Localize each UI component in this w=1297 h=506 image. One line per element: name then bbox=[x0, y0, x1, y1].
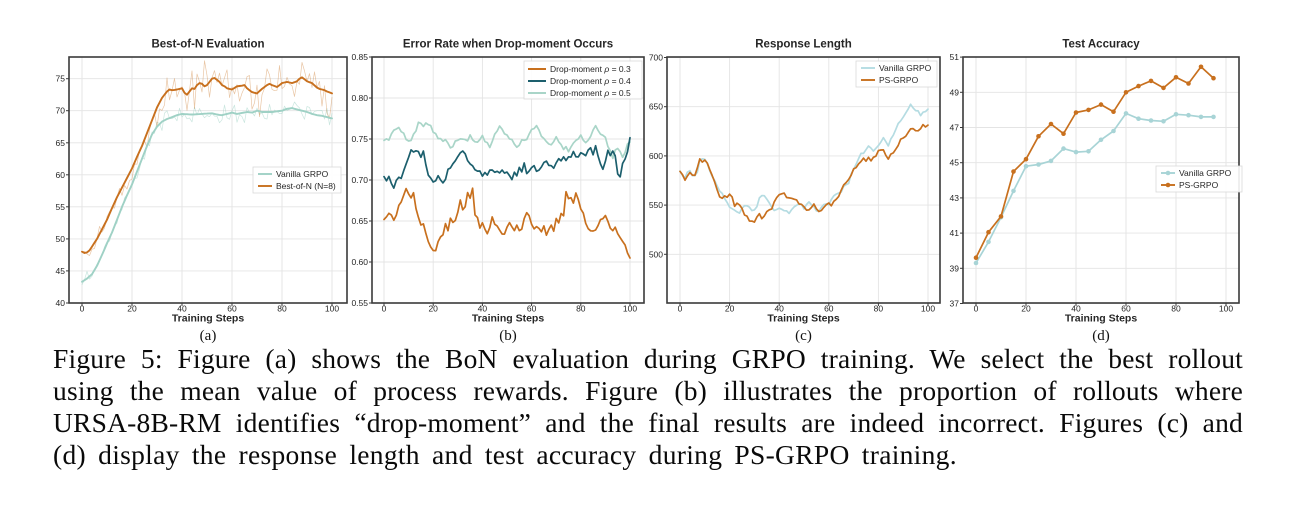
svg-text:(b): (b) bbox=[499, 328, 517, 344]
svg-text:Training Steps: Training Steps bbox=[767, 313, 840, 325]
svg-text:0: 0 bbox=[678, 304, 683, 314]
svg-text:39: 39 bbox=[950, 263, 960, 273]
svg-text:0.85: 0.85 bbox=[351, 52, 368, 62]
svg-text:45: 45 bbox=[950, 158, 960, 168]
svg-text:49: 49 bbox=[950, 87, 960, 97]
svg-text:100: 100 bbox=[1219, 304, 1233, 314]
svg-text:20: 20 bbox=[725, 304, 735, 314]
svg-text:60: 60 bbox=[1121, 304, 1131, 314]
svg-text:100: 100 bbox=[623, 304, 637, 314]
svg-text:51: 51 bbox=[950, 52, 960, 62]
svg-text:80: 80 bbox=[277, 304, 287, 314]
svg-text:0.60: 0.60 bbox=[351, 257, 368, 267]
svg-text:Best-of-N Evaluation: Best-of-N Evaluation bbox=[151, 39, 264, 51]
svg-text:Vanilla GRPO: Vanilla GRPO bbox=[1179, 168, 1232, 178]
svg-text:Response Length: Response Length bbox=[755, 39, 851, 51]
svg-text:80: 80 bbox=[1171, 304, 1181, 314]
svg-text:600: 600 bbox=[649, 151, 663, 161]
svg-text:PS-GRPO: PS-GRPO bbox=[879, 75, 919, 85]
svg-text:20: 20 bbox=[428, 304, 438, 314]
svg-text:45: 45 bbox=[56, 266, 66, 276]
svg-text:Vanilla GRPO: Vanilla GRPO bbox=[276, 169, 329, 179]
svg-text:100: 100 bbox=[325, 304, 339, 314]
svg-text:0: 0 bbox=[80, 304, 85, 314]
svg-text:(c): (c) bbox=[795, 328, 812, 344]
svg-text:40: 40 bbox=[177, 304, 187, 314]
svg-text:47: 47 bbox=[950, 123, 960, 133]
svg-text:Drop-moment ρ = 0.4: Drop-moment ρ = 0.4 bbox=[550, 76, 631, 86]
svg-text:37: 37 bbox=[950, 299, 960, 309]
svg-text:Training Steps: Training Steps bbox=[472, 313, 545, 325]
svg-text:Best-of-N (N=8): Best-of-N (N=8) bbox=[276, 181, 336, 191]
svg-text:0.55: 0.55 bbox=[351, 298, 368, 308]
svg-text:65: 65 bbox=[56, 138, 66, 148]
svg-text:Error Rate when Drop-moment Oc: Error Rate when Drop-moment Occurs bbox=[403, 39, 613, 51]
svg-text:650: 650 bbox=[649, 102, 663, 112]
svg-text:20: 20 bbox=[127, 304, 137, 314]
svg-text:Test Accuracy: Test Accuracy bbox=[1062, 39, 1140, 51]
svg-text:55: 55 bbox=[56, 202, 66, 212]
svg-text:0.75: 0.75 bbox=[351, 134, 368, 144]
svg-text:50: 50 bbox=[56, 234, 66, 244]
svg-text:75: 75 bbox=[56, 74, 66, 84]
svg-text:(a): (a) bbox=[200, 328, 217, 344]
svg-text:0.70: 0.70 bbox=[351, 175, 368, 185]
svg-text:41: 41 bbox=[950, 228, 960, 238]
svg-text:Drop-moment ρ = 0.3: Drop-moment ρ = 0.3 bbox=[550, 64, 631, 74]
svg-text:40: 40 bbox=[478, 304, 488, 314]
svg-text:Drop-moment ρ = 0.5: Drop-moment ρ = 0.5 bbox=[550, 88, 631, 98]
svg-text:70: 70 bbox=[56, 106, 66, 116]
svg-text:80: 80 bbox=[576, 304, 586, 314]
svg-text:43: 43 bbox=[950, 193, 960, 203]
svg-text:Vanilla GRPO: Vanilla GRPO bbox=[879, 63, 932, 73]
svg-text:0: 0 bbox=[382, 304, 387, 314]
svg-text:0.80: 0.80 bbox=[351, 93, 368, 103]
svg-text:40: 40 bbox=[56, 298, 66, 308]
svg-text:550: 550 bbox=[649, 200, 663, 210]
svg-text:60: 60 bbox=[56, 170, 66, 180]
svg-text:40: 40 bbox=[1071, 304, 1081, 314]
svg-text:80: 80 bbox=[874, 304, 884, 314]
svg-text:20: 20 bbox=[1021, 304, 1031, 314]
svg-text:60: 60 bbox=[227, 304, 237, 314]
svg-text:40: 40 bbox=[774, 304, 784, 314]
svg-text:500: 500 bbox=[649, 249, 663, 259]
svg-text:60: 60 bbox=[527, 304, 537, 314]
svg-text:700: 700 bbox=[649, 53, 663, 63]
svg-text:Training Steps: Training Steps bbox=[1065, 313, 1138, 325]
svg-text:PS-GRPO: PS-GRPO bbox=[1179, 180, 1219, 190]
svg-text:(d): (d) bbox=[1092, 328, 1110, 344]
svg-text:Training Steps: Training Steps bbox=[172, 313, 245, 325]
svg-text:0: 0 bbox=[974, 304, 979, 314]
svg-text:60: 60 bbox=[824, 304, 834, 314]
svg-text:0.65: 0.65 bbox=[351, 216, 368, 226]
svg-text:100: 100 bbox=[921, 304, 935, 314]
